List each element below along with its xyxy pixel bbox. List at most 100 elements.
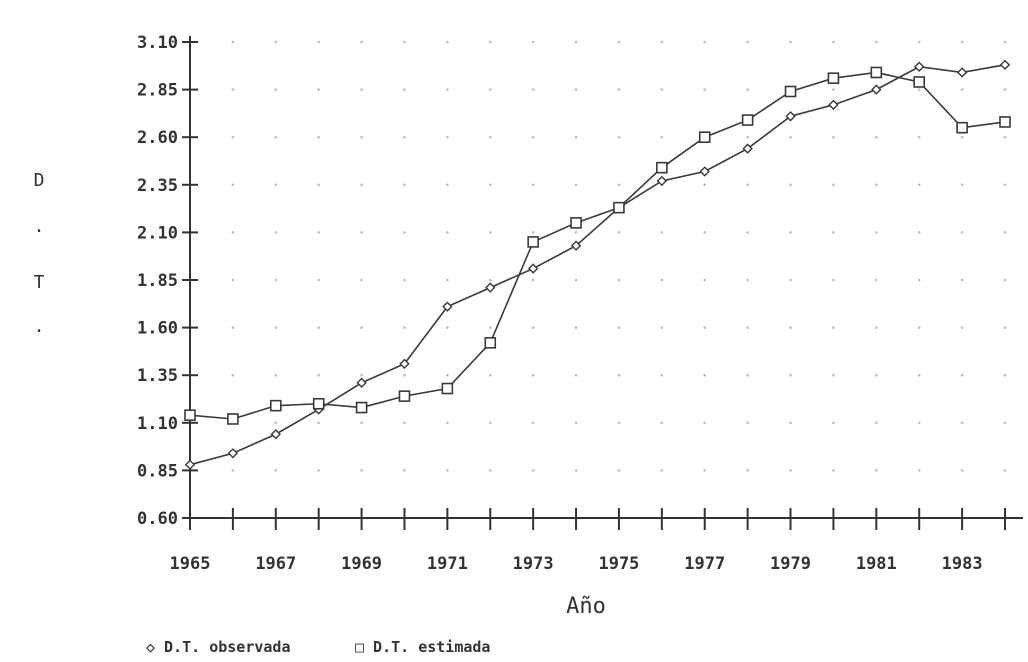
grid-dot <box>360 278 363 282</box>
diamond-marker <box>356 377 367 389</box>
diamond-marker <box>485 282 496 293</box>
grid-dot <box>660 421 664 425</box>
series-estimada <box>184 66 1011 425</box>
grid-dot <box>746 183 749 187</box>
grid-dot <box>231 278 235 282</box>
grid-dot <box>403 421 406 425</box>
x-tick-labels: 1965 1967 1969 1971 1973 1975 1977 1979 1981 1983 <box>170 554 983 574</box>
grid-dot <box>531 421 535 425</box>
grid-dot <box>360 88 363 91</box>
grid-dot <box>574 231 578 234</box>
grid-dot <box>574 183 578 187</box>
legend-item-observada: ◇ D.T. observada <box>146 638 291 656</box>
square-marker <box>184 409 196 421</box>
grid-dot <box>274 135 278 139</box>
square-marker <box>613 201 625 214</box>
diamond-marker <box>399 358 410 369</box>
grid-dot <box>875 40 878 44</box>
grid-dot <box>531 231 535 234</box>
x-axis-label: Año <box>566 594 606 619</box>
grid-dot <box>832 231 835 234</box>
x-tick-label: 1975 <box>598 554 639 574</box>
grid-dot <box>703 88 707 91</box>
grid-dot <box>660 231 664 234</box>
diamond-marker <box>956 67 968 78</box>
x-tick-label: 1977 <box>684 554 725 574</box>
grid-dot <box>832 421 835 425</box>
grid-dot <box>917 88 921 91</box>
grid-dot <box>960 231 964 234</box>
grid-dot <box>531 88 535 91</box>
x-tick-label: 1979 <box>770 554 811 574</box>
grid-dot <box>917 278 921 282</box>
square-marker <box>527 236 539 248</box>
y-tick-label: 2.10 <box>137 223 178 243</box>
grid-dot <box>360 40 363 44</box>
grid-dot <box>231 40 235 44</box>
diamond-marker <box>184 459 196 470</box>
diamond-marker <box>227 448 239 459</box>
grid-dot <box>617 278 621 282</box>
grid-dot <box>274 278 278 282</box>
diamond-marker <box>871 84 882 95</box>
grid-dot <box>446 135 449 139</box>
square-marker <box>870 66 883 79</box>
grid-dot <box>917 183 921 187</box>
grid-dot <box>317 326 320 329</box>
grid-dot <box>917 373 921 377</box>
grid-dot <box>446 278 449 282</box>
grid-dot <box>960 469 964 472</box>
grid-dot <box>832 40 835 44</box>
grid-dot <box>231 135 235 139</box>
grid-dot <box>574 40 578 44</box>
grid-dot <box>403 278 406 282</box>
grid-dot <box>1003 88 1007 91</box>
grid-dot <box>660 373 664 377</box>
y-tick-label: 1.60 <box>137 319 178 339</box>
grid-dot <box>789 278 792 282</box>
square-marker <box>398 390 411 402</box>
grid-dot <box>703 231 707 234</box>
grid-dot <box>531 373 535 377</box>
square-marker <box>312 397 325 410</box>
grid-dot <box>917 135 921 139</box>
square-marker <box>269 399 282 412</box>
square-marker <box>570 217 582 229</box>
y-tick-label: 0.60 <box>137 509 178 529</box>
series-observada <box>184 59 1011 470</box>
grid-dot <box>746 40 749 44</box>
axes <box>182 36 1023 530</box>
grid-dot <box>488 135 492 139</box>
square-marker <box>999 116 1011 128</box>
x-tick-label: 1981 <box>856 554 897 574</box>
grid-dot <box>789 231 792 234</box>
grid-dot <box>660 326 664 329</box>
grid-dot <box>875 469 878 472</box>
grid-dot <box>574 469 578 472</box>
x-tick-label: 1983 <box>942 554 983 574</box>
grid-dot <box>1003 278 1007 282</box>
legend-item-estimada: □ D.T. estimada <box>355 638 490 656</box>
x-tick-label: 1973 <box>513 554 554 574</box>
y-tick-label: 2.85 <box>137 81 178 101</box>
grid-dot <box>832 373 835 377</box>
y-tick-label: 2.60 <box>137 128 178 148</box>
diamond-marker <box>785 111 796 122</box>
grid-dot <box>317 135 320 139</box>
grid-dot <box>917 326 921 329</box>
grid-dot <box>446 231 449 234</box>
grid-dot <box>403 88 406 91</box>
square-marker <box>355 401 368 414</box>
diamond-marker <box>442 301 453 312</box>
grid-dot <box>488 183 492 187</box>
grid-dot <box>446 183 449 187</box>
grid-dot <box>789 469 792 472</box>
square-marker <box>698 131 711 143</box>
square-marker <box>741 114 754 126</box>
y-axis-label-char: T <box>34 272 45 293</box>
grid-dot <box>832 278 835 282</box>
grid-dot <box>746 326 749 329</box>
grid-dot <box>703 469 707 472</box>
y-axis-label-char: . <box>34 216 45 237</box>
grid-dot <box>1003 421 1007 425</box>
